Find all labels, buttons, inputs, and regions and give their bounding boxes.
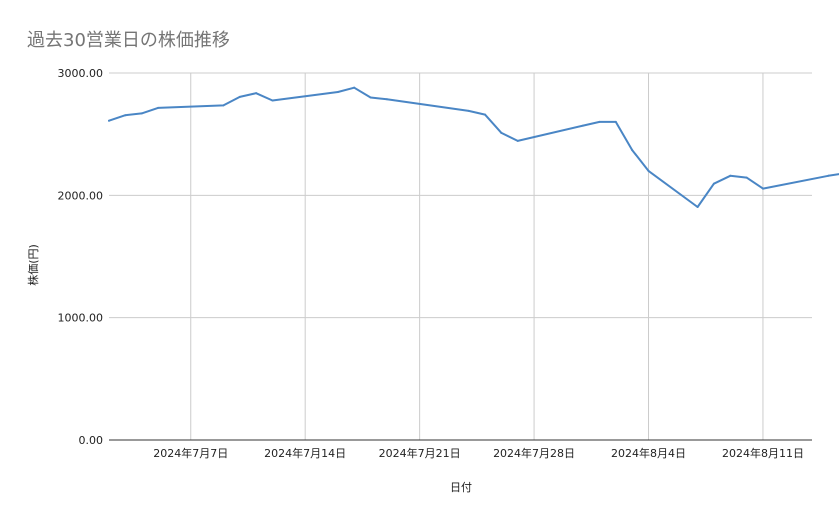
data-point bbox=[729, 174, 732, 177]
data-point bbox=[500, 131, 503, 134]
x-tick-label: 2024年7月21日 bbox=[379, 446, 461, 460]
data-point bbox=[647, 169, 650, 172]
data-point bbox=[140, 112, 143, 115]
series bbox=[108, 86, 839, 208]
data-point bbox=[336, 90, 339, 93]
data-point bbox=[516, 139, 519, 142]
data-point bbox=[238, 95, 241, 98]
data-point bbox=[484, 113, 487, 116]
data-point bbox=[614, 120, 617, 123]
data-point bbox=[598, 120, 601, 123]
y-tick-label: 3000.00 bbox=[58, 67, 104, 80]
data-point bbox=[745, 176, 748, 179]
data-point bbox=[467, 109, 470, 112]
data-point bbox=[696, 205, 699, 208]
chart-title: 過去30営業日の株価推移 bbox=[27, 30, 230, 51]
y-tick-label: 0.00 bbox=[79, 434, 104, 447]
data-point bbox=[271, 99, 274, 102]
grid-lines bbox=[109, 72, 812, 440]
data-point bbox=[222, 104, 225, 107]
data-point bbox=[827, 174, 830, 177]
data-point bbox=[369, 96, 372, 99]
y-axis-title: 株価(円) bbox=[26, 244, 40, 286]
y-tick-label: 1000.00 bbox=[58, 312, 104, 325]
data-point bbox=[385, 98, 388, 101]
x-tick-label: 2024年7月7日 bbox=[153, 446, 228, 460]
y-tick-label: 2000.00 bbox=[58, 189, 104, 202]
x-tick-labels: 2024年7月7日 2024年7月14日 2024年7月21日 2024年7月28日 2… bbox=[153, 446, 804, 460]
data-point bbox=[157, 106, 160, 109]
data-point bbox=[582, 124, 585, 127]
data-point bbox=[712, 182, 715, 185]
x-tick-label: 2024年7月28日 bbox=[493, 446, 575, 460]
data-point bbox=[124, 114, 127, 117]
y-tick-labels: 0.00 1000.00 2000.00 3000.00 bbox=[58, 67, 104, 447]
data-point bbox=[108, 119, 110, 122]
x-tick-label: 2024年8月4日 bbox=[611, 446, 686, 460]
x-tick-label: 2024年8月11日 bbox=[722, 446, 804, 460]
x-axis-title: 日付 bbox=[450, 481, 472, 494]
x-tick-label: 2024年7月14日 bbox=[264, 446, 346, 460]
series-line bbox=[108, 86, 839, 208]
data-point bbox=[761, 187, 764, 190]
data-point bbox=[353, 86, 356, 89]
data-point bbox=[631, 149, 634, 152]
data-point bbox=[255, 92, 258, 95]
